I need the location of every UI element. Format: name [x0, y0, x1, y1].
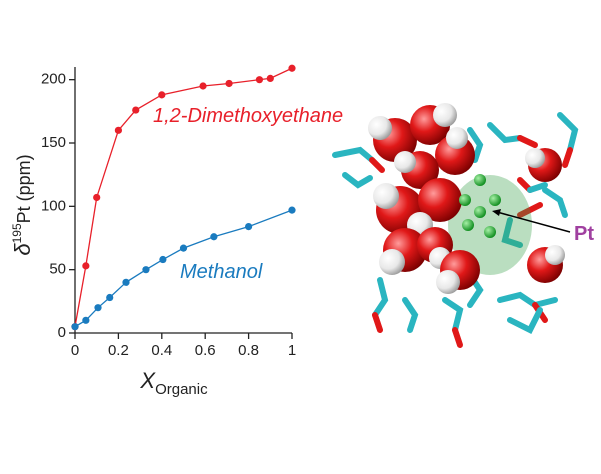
data-point [114, 126, 122, 134]
data-point [245, 223, 253, 231]
data-point [93, 193, 101, 202]
x-tick-label: 0 [71, 342, 79, 359]
x-tick-label: 0.4 [151, 342, 172, 359]
y-tick-label: 50 [49, 261, 66, 278]
data-point [122, 278, 130, 286]
y-axis-title: δ195Pt (ppm) [10, 154, 35, 255]
molecule-image [332, 103, 579, 348]
x-axis-title: XOrganic [139, 368, 208, 398]
data-point [179, 244, 188, 252]
y-tick-label: 100 [41, 197, 66, 214]
y-axis-symbol: δ [10, 243, 35, 256]
data-point [255, 76, 264, 84]
data-point [71, 323, 79, 331]
data-point [199, 82, 207, 90]
y-tick-label: 200 [41, 71, 66, 88]
data-point [94, 304, 102, 312]
x-tick-label: 1 [288, 342, 296, 359]
data-point [82, 316, 90, 324]
data-point [106, 293, 114, 302]
pt-label: Pt [574, 223, 594, 245]
y-axis-superscript: 195 [10, 223, 24, 243]
data-point [82, 262, 90, 270]
data-point [132, 106, 140, 114]
x-axis-subscript: Organic [155, 381, 208, 398]
data-point [142, 266, 150, 274]
x-axis-symbol: X [139, 368, 156, 393]
data-point [288, 206, 296, 214]
y-axis-unit: Pt (ppm) [14, 154, 34, 223]
data-point [225, 79, 233, 88]
x-tick-label: 0.6 [195, 342, 216, 359]
y-tick-label: 150 [41, 134, 66, 151]
data-point [210, 233, 218, 241]
series-label: 1,2-Dimethoxyethane [153, 105, 343, 127]
data-point [158, 91, 166, 99]
data-point [159, 255, 167, 264]
data-point [266, 74, 274, 82]
x-tick-label: 0.2 [108, 342, 129, 359]
x-tick-label: 0.8 [238, 342, 259, 359]
series-label: Methanol [180, 261, 263, 283]
data-point [288, 64, 296, 72]
y-tick-label: 0 [58, 324, 66, 341]
